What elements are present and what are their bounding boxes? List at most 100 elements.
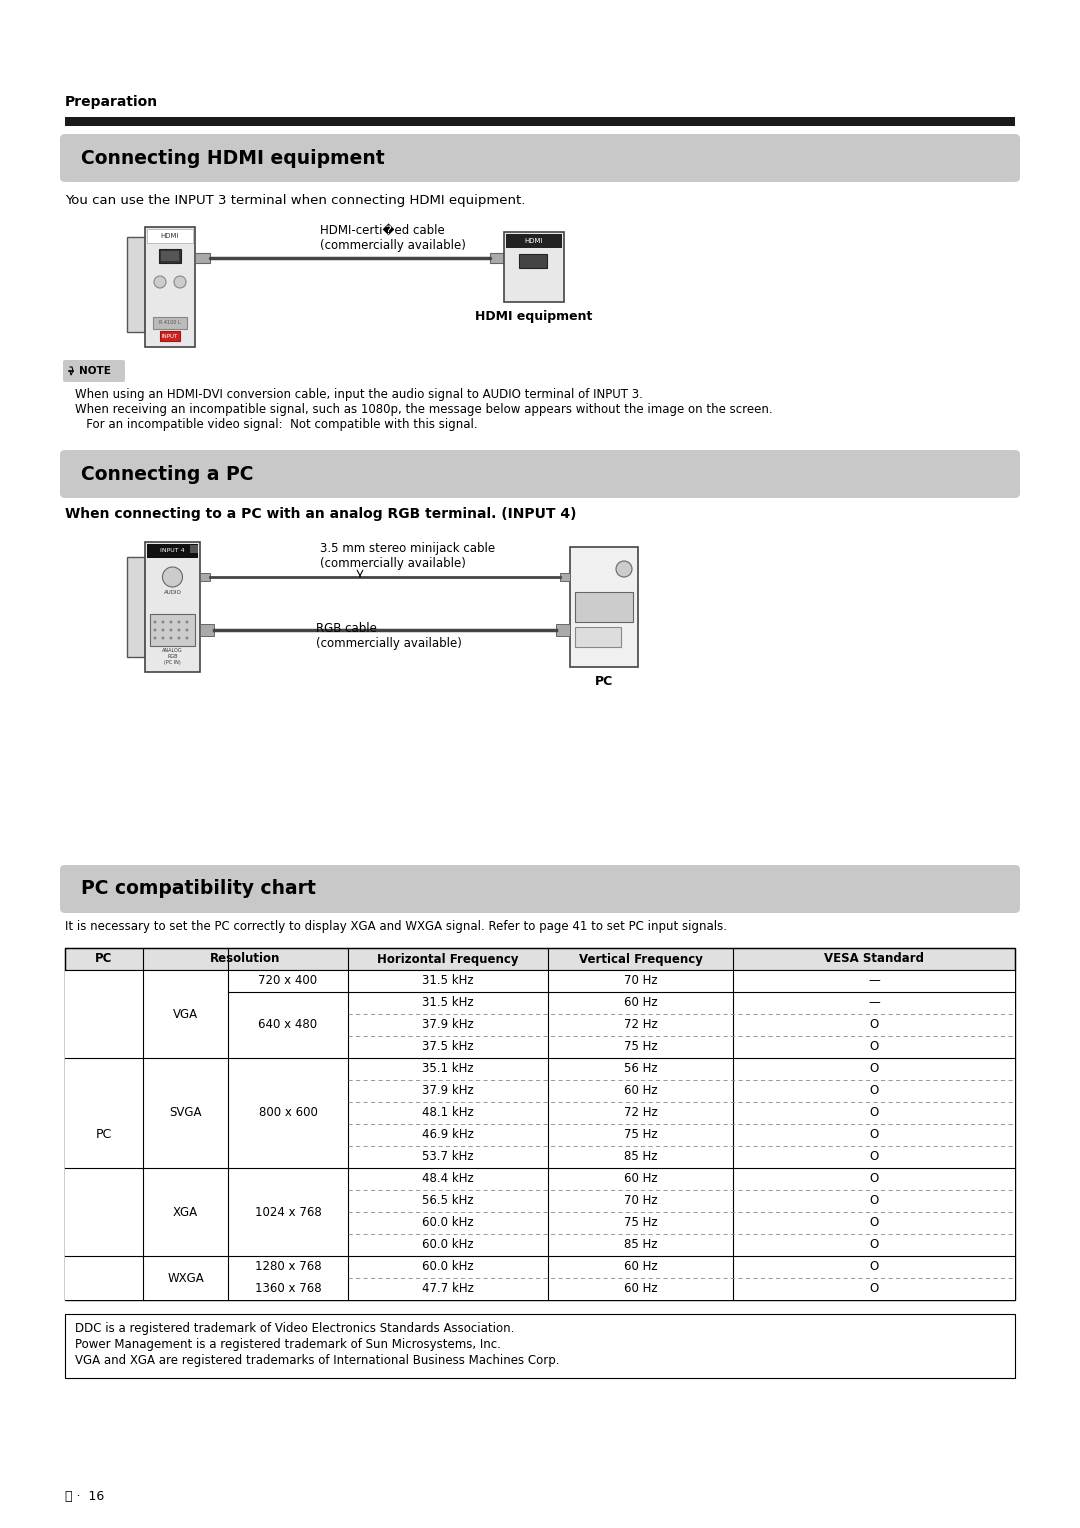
Bar <box>147 544 198 558</box>
Text: Connecting HDMI equipment: Connecting HDMI equipment <box>81 148 384 168</box>
Text: PC: PC <box>595 675 613 688</box>
Bar <box>195 254 210 263</box>
Text: ⓔ ·  16: ⓔ · 16 <box>65 1490 105 1504</box>
Bar <box>65 947 1015 970</box>
Text: O: O <box>869 1062 879 1076</box>
Text: DDC is a registered trademark of Video Electronics Standards Association.: DDC is a registered trademark of Video E… <box>75 1322 514 1335</box>
Bar <box>150 614 195 646</box>
Circle shape <box>153 620 157 623</box>
Bar <box>200 623 214 636</box>
Text: 53.7 kHz: 53.7 kHz <box>422 1151 474 1163</box>
Circle shape <box>153 628 157 631</box>
Circle shape <box>162 637 164 640</box>
Text: INPUT: INPUT <box>162 333 178 339</box>
Text: HDMI-certi�ed cable
(commercially available): HDMI-certi�ed cable (commercially availa… <box>320 225 465 252</box>
Text: —: — <box>868 996 880 1010</box>
Text: 75 Hz: 75 Hz <box>623 1129 658 1141</box>
Bar <box>507 234 562 248</box>
Bar <box>570 547 638 668</box>
Text: PC: PC <box>96 1129 112 1141</box>
Bar <box>160 332 180 341</box>
Bar <box>65 1167 1015 1190</box>
Text: 60 Hz: 60 Hz <box>623 996 658 1010</box>
Text: Preparation: Preparation <box>65 95 158 108</box>
Text: Vertical Frequency: Vertical Frequency <box>579 952 702 966</box>
Text: VGA: VGA <box>173 1007 198 1021</box>
Bar <box>65 1102 1015 1125</box>
FancyBboxPatch shape <box>60 865 1020 914</box>
Bar <box>65 1057 1015 1080</box>
Bar <box>575 626 621 646</box>
Text: 800 x 600: 800 x 600 <box>258 1106 318 1120</box>
Bar <box>153 316 187 329</box>
Bar <box>190 545 198 553</box>
Circle shape <box>616 561 632 578</box>
Text: Horizontal Frequency: Horizontal Frequency <box>377 952 518 966</box>
Text: 75 Hz: 75 Hz <box>623 1041 658 1053</box>
Text: You can use the INPUT 3 terminal when connecting HDMI equipment.: You can use the INPUT 3 terminal when co… <box>65 194 525 206</box>
Text: O: O <box>869 1195 879 1207</box>
Text: 48.4 kHz: 48.4 kHz <box>422 1172 474 1186</box>
Bar <box>127 558 145 657</box>
Text: RGB cable
(commercially available): RGB cable (commercially available) <box>316 622 462 649</box>
Text: O: O <box>869 1172 879 1186</box>
Bar <box>65 1125 1015 1146</box>
Text: AUDIO: AUDIO <box>163 590 181 594</box>
Text: 720 x 400: 720 x 400 <box>258 975 318 987</box>
Bar <box>65 1314 1015 1378</box>
Text: 75 Hz: 75 Hz <box>623 1216 658 1230</box>
Text: 35.1 kHz: 35.1 kHz <box>422 1062 474 1076</box>
Text: O: O <box>869 1106 879 1120</box>
Text: 640 x 480: 640 x 480 <box>258 1019 318 1031</box>
Text: 37.9 kHz: 37.9 kHz <box>422 1085 474 1097</box>
Text: R 4100 L: R 4100 L <box>159 321 180 325</box>
Text: O: O <box>869 1282 879 1296</box>
Text: 60 Hz: 60 Hz <box>623 1085 658 1097</box>
Text: XGA: XGA <box>173 1206 198 1218</box>
FancyBboxPatch shape <box>60 451 1020 498</box>
Circle shape <box>170 637 173 640</box>
Bar <box>519 254 546 267</box>
Text: When connecting to a PC with an analog RGB terminal. (INPUT 4): When connecting to a PC with an analog R… <box>65 507 577 521</box>
Text: 37.5 kHz: 37.5 kHz <box>422 1041 474 1053</box>
Text: WXGA: WXGA <box>167 1271 204 1285</box>
Text: 48.1 kHz: 48.1 kHz <box>422 1106 474 1120</box>
Text: 56 Hz: 56 Hz <box>623 1062 658 1076</box>
Bar <box>65 970 1015 992</box>
Bar <box>504 232 564 303</box>
Text: O: O <box>869 1019 879 1031</box>
Bar <box>65 1036 1015 1057</box>
Text: O: O <box>869 1261 879 1273</box>
Text: NOTE: NOTE <box>79 367 111 376</box>
Text: 85 Hz: 85 Hz <box>624 1239 658 1251</box>
Circle shape <box>186 628 189 631</box>
Text: 72 Hz: 72 Hz <box>623 1106 658 1120</box>
Text: 1360 x 768: 1360 x 768 <box>255 1282 322 1296</box>
Text: 72 Hz: 72 Hz <box>623 1019 658 1031</box>
Bar <box>147 229 193 243</box>
Text: When receiving an incompatible signal, such as 1080p, the message below appears : When receiving an incompatible signal, s… <box>75 403 772 416</box>
FancyBboxPatch shape <box>60 134 1020 182</box>
Text: O: O <box>869 1151 879 1163</box>
Circle shape <box>162 620 164 623</box>
Text: 70 Hz: 70 Hz <box>623 1195 658 1207</box>
Text: It is necessary to set the PC correctly to display XGA and WXGA signal. Refer to: It is necessary to set the PC correctly … <box>65 920 727 934</box>
Circle shape <box>174 277 186 287</box>
Text: 60.0 kHz: 60.0 kHz <box>422 1261 474 1273</box>
Bar <box>490 254 504 263</box>
Bar <box>161 251 179 261</box>
Text: When using an HDMI-DVI conversion cable, input the audio signal to AUDIO termina: When using an HDMI-DVI conversion cable,… <box>75 388 643 400</box>
Text: 1024 x 768: 1024 x 768 <box>255 1206 322 1218</box>
Text: 60.0 kHz: 60.0 kHz <box>422 1239 474 1251</box>
Bar <box>65 1146 1015 1167</box>
Circle shape <box>162 628 164 631</box>
Text: HDMI: HDMI <box>525 238 543 244</box>
Text: O: O <box>869 1129 879 1141</box>
Bar <box>159 249 181 263</box>
Text: 3.5 mm stereo minijack cable
(commercially available): 3.5 mm stereo minijack cable (commercial… <box>320 542 495 570</box>
Text: Connecting a PC: Connecting a PC <box>81 465 254 483</box>
FancyBboxPatch shape <box>63 361 125 382</box>
Bar <box>65 1212 1015 1235</box>
Bar <box>65 1015 1015 1036</box>
Bar <box>65 947 1015 1300</box>
